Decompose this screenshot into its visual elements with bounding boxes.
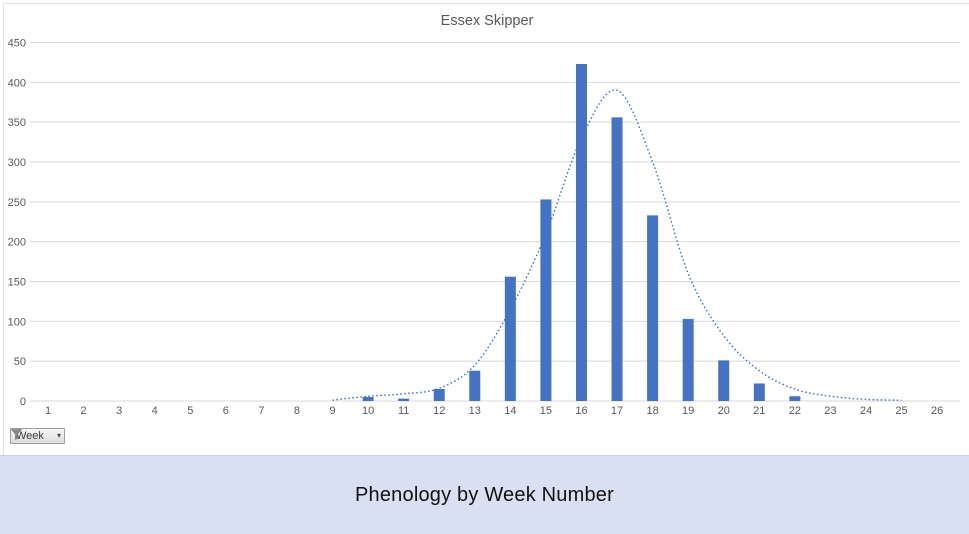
x-tick-label-week-17: 17 (611, 405, 623, 417)
bar-week-21 (753, 383, 765, 401)
bar-week-16 (575, 64, 587, 401)
footer-title: Phenology by Week Number (354, 483, 614, 506)
bar-week-13 (469, 370, 481, 401)
y-tick-label: 400 (8, 77, 26, 89)
bar-week-11 (398, 398, 410, 401)
bar-week-15 (540, 199, 552, 401)
x-tick-label-week-16: 16 (575, 405, 587, 417)
x-tick-label-week-4: 4 (152, 405, 158, 417)
x-tick-label-week-23: 23 (824, 405, 836, 417)
x-tick-label-week-5: 5 (187, 405, 193, 417)
x-tick-label-week-14: 14 (504, 405, 516, 417)
y-tick-label: 150 (8, 277, 26, 289)
dropdown-arrow-icon: ▾ (56, 431, 61, 440)
chart-border (3, 3, 969, 455)
y-tick-label: 450 (8, 38, 26, 50)
fitted-curve (332, 89, 902, 401)
x-tick-label-week-9: 9 (329, 405, 335, 417)
y-tick-label: 250 (8, 197, 26, 209)
x-tick-label-week-1: 1 (45, 405, 51, 417)
x-tick-label-week-21: 21 (753, 405, 765, 417)
x-tick-label-week-26: 26 (931, 405, 943, 417)
chart-title: Essex Skipper (441, 13, 534, 29)
x-tick-label-week-25: 25 (895, 405, 907, 417)
x-tick-label-week-3: 3 (116, 405, 122, 417)
x-tick-label-week-18: 18 (646, 405, 658, 417)
bar-week-22 (789, 396, 801, 401)
bar-week-18 (647, 215, 659, 401)
week-filter-button[interactable]: Week ▾ (10, 428, 65, 444)
y-tick-label: 0 (20, 396, 26, 408)
bar-week-14 (504, 276, 516, 401)
x-tick-label-week-15: 15 (540, 405, 552, 417)
y-tick-label: 300 (8, 157, 26, 169)
y-tick-label: 200 (8, 237, 26, 249)
bar-week-10 (362, 397, 374, 401)
y-tick-label: 350 (8, 117, 26, 129)
x-tick-label-week-11: 11 (398, 405, 409, 417)
x-tick-label-week-13: 13 (469, 405, 481, 417)
filter-funnel-icon (11, 429, 22, 440)
footer-band: Phenology by Week Number (0, 455, 969, 534)
week-filter-label: Week (16, 430, 44, 442)
phenology-chart: 0 50 100 150 200 250 300 350 400 450 1 2 3 4 5 6 7 8 9 10 11… (3, 3, 969, 455)
y-tick-label: 50 (14, 356, 26, 368)
week-filter-icons: ▾ (11, 429, 61, 440)
x-tick-label-week-12: 12 (433, 405, 445, 417)
x-tick-label-week-20: 20 (718, 405, 730, 417)
bar-week-19 (682, 318, 694, 401)
x-tick-label-week-19: 19 (682, 405, 694, 417)
x-tick-label-week-6: 6 (223, 405, 229, 417)
x-tick-label-week-8: 8 (294, 405, 300, 417)
x-tick-label-week-10: 10 (362, 405, 374, 417)
bar-week-12 (433, 389, 445, 401)
bar-week-20 (718, 360, 730, 401)
y-tick-label: 100 (8, 316, 26, 328)
x-tick-label-week-2: 2 (81, 405, 87, 417)
bar-week-17 (611, 117, 623, 402)
x-tick-label-week-7: 7 (258, 405, 264, 417)
x-tick-label-week-24: 24 (860, 405, 872, 417)
x-tick-label-week-22: 22 (789, 405, 801, 417)
